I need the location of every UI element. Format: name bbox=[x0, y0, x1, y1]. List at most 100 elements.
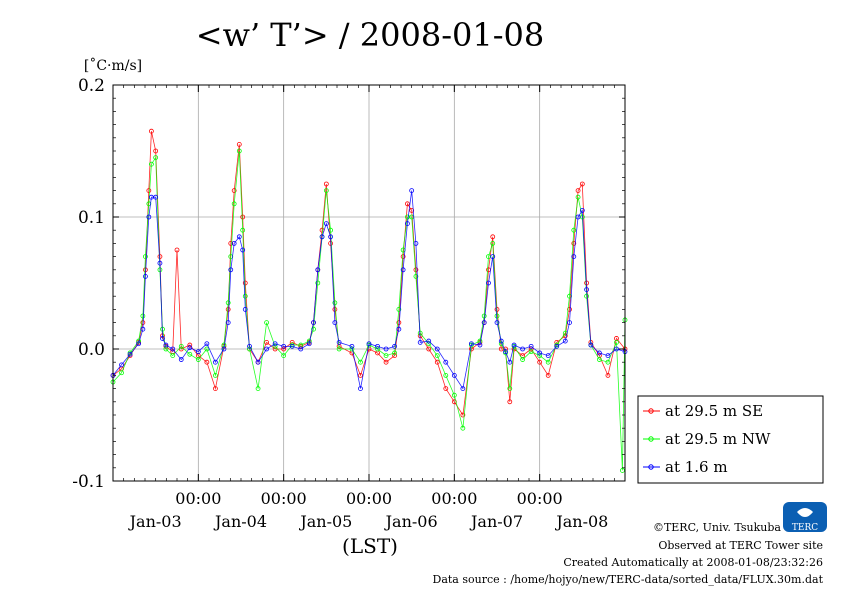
data-point bbox=[281, 353, 287, 359]
data-point bbox=[520, 346, 525, 352]
data-point bbox=[434, 353, 440, 359]
data-point bbox=[231, 240, 237, 246]
data-point bbox=[503, 349, 508, 355]
legend-marker bbox=[648, 464, 654, 470]
data-point bbox=[490, 240, 496, 246]
data-point bbox=[170, 346, 176, 352]
data-point bbox=[554, 343, 560, 349]
data-point bbox=[567, 320, 572, 326]
data-point bbox=[187, 345, 193, 351]
data-point bbox=[375, 346, 380, 352]
data-point bbox=[319, 234, 325, 240]
data-point bbox=[375, 343, 380, 349]
data-point bbox=[153, 194, 159, 200]
created-timestamp-text: Created Automatically at 2008-01-08/23:3… bbox=[563, 556, 823, 569]
data-point bbox=[148, 161, 154, 167]
data-point bbox=[153, 148, 159, 154]
data-point bbox=[328, 234, 334, 240]
data-point bbox=[323, 181, 329, 187]
data-point bbox=[477, 342, 483, 348]
data-point bbox=[228, 240, 234, 246]
x-tick-time-label: 00:00 bbox=[261, 489, 307, 508]
data-point bbox=[228, 267, 234, 273]
data-point bbox=[490, 234, 496, 240]
data-source-text: Data source : /home/hojyo/new/TERC-data/… bbox=[433, 573, 824, 586]
data-point bbox=[434, 346, 440, 352]
data-point bbox=[119, 362, 124, 368]
data-point bbox=[332, 306, 338, 312]
data-point bbox=[451, 392, 457, 398]
data-point bbox=[336, 339, 342, 345]
axis-layer: -0.1 0.0 0.1 0.2 00:00 00:00 00:00 00:00 00:00 Ja… bbox=[72, 76, 626, 531]
data-point bbox=[255, 386, 261, 392]
data-point bbox=[195, 357, 201, 362]
series-layer bbox=[110, 128, 628, 473]
terc-logo: TERC bbox=[783, 502, 827, 533]
data-point bbox=[225, 306, 231, 312]
data-point bbox=[392, 353, 398, 359]
data-point bbox=[605, 359, 611, 365]
data-point bbox=[236, 141, 242, 147]
data-point bbox=[119, 370, 124, 376]
x-tick-date-label: Jan-05 bbox=[298, 512, 352, 531]
data-point bbox=[468, 341, 474, 347]
data-point bbox=[620, 468, 625, 473]
data-point bbox=[240, 247, 246, 253]
legend: at 29.5 m SE at 29.5 m NW at 1.6 m bbox=[637, 395, 824, 484]
data-point bbox=[413, 273, 419, 279]
data-point bbox=[545, 353, 551, 359]
x-tick-date-label: Jan-03 bbox=[128, 512, 182, 531]
data-point bbox=[146, 188, 152, 194]
data-point bbox=[494, 320, 500, 326]
data-point bbox=[579, 181, 585, 187]
data-point bbox=[383, 346, 389, 352]
data-point bbox=[528, 346, 534, 352]
data-point bbox=[143, 254, 148, 260]
data-point bbox=[396, 306, 402, 312]
data-point bbox=[127, 351, 133, 357]
data-point bbox=[460, 386, 466, 392]
x-tick-date-label: Jan-06 bbox=[384, 512, 438, 531]
data-point bbox=[240, 227, 246, 233]
legend-box bbox=[637, 395, 824, 484]
data-point bbox=[451, 372, 457, 378]
data-point bbox=[614, 346, 619, 352]
data-point bbox=[242, 306, 248, 312]
data-point bbox=[396, 326, 402, 332]
data-point bbox=[571, 240, 577, 246]
data-point bbox=[247, 343, 252, 349]
data-point bbox=[153, 155, 159, 161]
series-line bbox=[112, 190, 626, 390]
x-tick-time-label: 00:00 bbox=[346, 489, 392, 508]
data-point bbox=[426, 346, 432, 352]
data-point bbox=[537, 353, 543, 359]
y-tick-label: -0.1 bbox=[72, 472, 105, 492]
data-point bbox=[481, 313, 487, 319]
data-point bbox=[195, 349, 201, 355]
data-point bbox=[323, 221, 329, 227]
data-point bbox=[204, 346, 210, 352]
x-tick-date-label: Jan-07 bbox=[469, 512, 523, 531]
data-point bbox=[298, 346, 304, 352]
data-point bbox=[605, 353, 611, 359]
x-tick-date-label: Jan-08 bbox=[554, 512, 608, 531]
data-point bbox=[507, 359, 513, 365]
legend-marker bbox=[648, 436, 654, 442]
data-point bbox=[332, 300, 338, 306]
data-point bbox=[225, 320, 231, 326]
data-point bbox=[323, 188, 329, 194]
data-point bbox=[588, 342, 594, 348]
data-point bbox=[400, 267, 406, 273]
data-point bbox=[562, 338, 568, 344]
data-point bbox=[605, 372, 611, 378]
data-point bbox=[486, 280, 491, 286]
data-point bbox=[443, 359, 449, 365]
data-point bbox=[511, 342, 517, 348]
data-point bbox=[426, 338, 432, 344]
data-point bbox=[392, 350, 398, 356]
data-point bbox=[528, 349, 534, 355]
data-point bbox=[306, 341, 312, 347]
data-point bbox=[157, 260, 163, 266]
